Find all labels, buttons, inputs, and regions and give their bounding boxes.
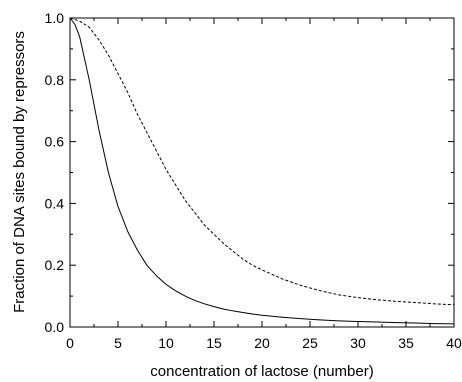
x-tick-label: 15 xyxy=(206,335,222,351)
plot-frame xyxy=(69,17,455,328)
x-tick-label: 20 xyxy=(254,335,270,351)
series-line-solid xyxy=(69,17,455,325)
y-tick-label: 0.8 xyxy=(45,72,65,88)
x-axis-title: concentration of lactose (number) xyxy=(150,363,373,380)
series-lines xyxy=(69,17,455,325)
x-tick-label: 10 xyxy=(158,335,174,351)
y-tick-label: 1.0 xyxy=(45,10,65,26)
y-tick-label: 0.2 xyxy=(45,257,65,273)
x-tick-label: 0 xyxy=(66,335,74,351)
y-tick-label: 0.0 xyxy=(45,319,65,335)
axis-ticks: 0 5 10 15 20 25 30 35 40 0.0 0.2 0.4 0.6 0.8 1.0 xyxy=(45,10,462,351)
series-line-dashed xyxy=(69,17,455,306)
y-tick-label: 0.6 xyxy=(45,134,65,150)
x-tick-label: 5 xyxy=(114,335,122,351)
x-tick-label: 35 xyxy=(398,335,414,351)
y-tick-label: 0.4 xyxy=(45,195,65,211)
x-tick-label: 25 xyxy=(302,335,318,351)
y-axis-title: Fraction of DNA sites bound by repressor… xyxy=(11,31,28,313)
x-tick-label: 30 xyxy=(350,335,366,351)
x-tick-label: 40 xyxy=(446,335,462,351)
